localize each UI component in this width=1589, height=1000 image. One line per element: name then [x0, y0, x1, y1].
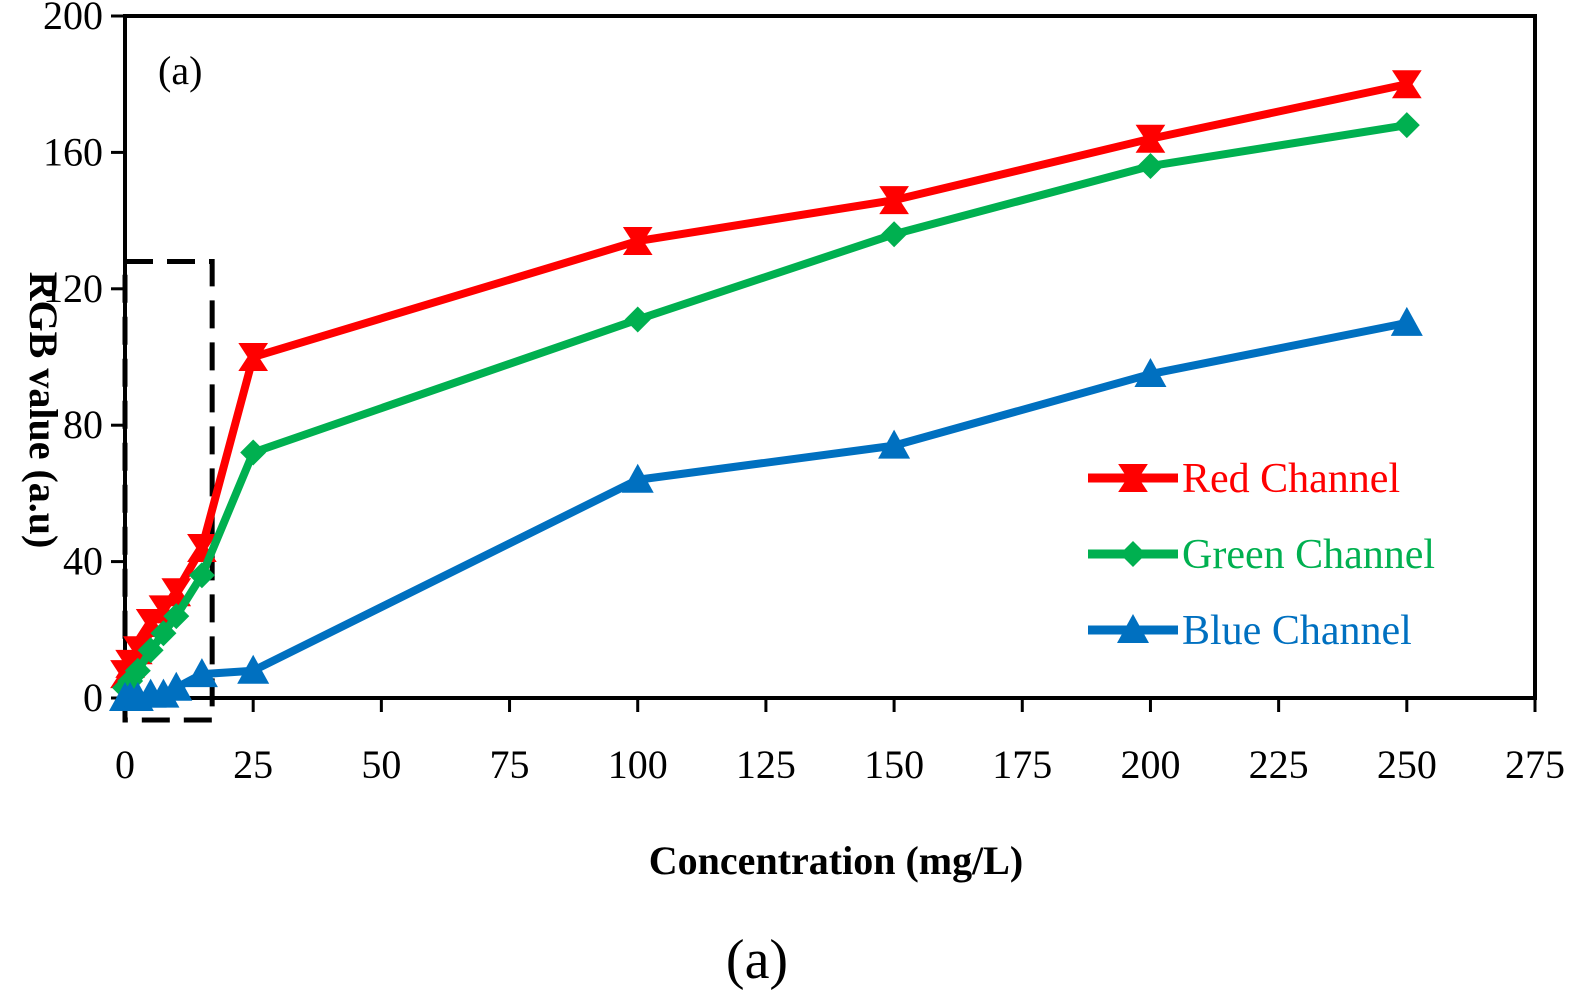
- data-point: [881, 221, 908, 248]
- x-tick-label: 275: [1505, 742, 1565, 787]
- x-tick-label: 200: [1120, 742, 1180, 787]
- plot-border: [123, 14, 1537, 700]
- x-tick-label: 50: [361, 742, 401, 787]
- x-tick-label: 125: [736, 742, 796, 787]
- legend-swatch-marker: [1118, 464, 1148, 492]
- legend-swatch-marker: [1120, 541, 1146, 567]
- data-point: [1134, 358, 1167, 388]
- data-point: [1135, 124, 1166, 153]
- figure-caption: (a): [726, 929, 788, 991]
- y-tick-label: 200: [43, 0, 103, 38]
- highlight-box-rect: [122, 259, 215, 723]
- data-point: [137, 637, 164, 664]
- series-line: [121, 80, 1408, 676]
- x-tick-label: 250: [1377, 742, 1437, 787]
- data-point: [1393, 112, 1420, 139]
- y-tick-label: 120: [43, 266, 103, 311]
- legend: Red Channel Green Channel Blue Channel: [1088, 456, 1435, 654]
- y-tick-label: 80: [63, 402, 103, 447]
- data-point: [163, 603, 190, 630]
- series-red-channel: [110, 70, 1422, 689]
- data-point: [1390, 306, 1423, 336]
- x-tick-label: 100: [608, 742, 668, 787]
- data-point: [879, 186, 909, 215]
- legend-label: Green Channel: [1182, 532, 1435, 578]
- y-axis-title: RGB value (a.u): [21, 272, 66, 549]
- data-point: [185, 658, 218, 688]
- plot-frame: [123, 14, 1537, 700]
- x-axis-title: Concentration (mg/L): [649, 838, 1023, 883]
- series-layer: [109, 70, 1423, 711]
- legend-label: Red Channel: [1182, 456, 1400, 502]
- data-point: [624, 306, 651, 333]
- legend-label: Blue Channel: [1182, 608, 1412, 654]
- data-point: [124, 657, 151, 684]
- data-point: [622, 227, 653, 256]
- series-blue-channel: [109, 306, 1423, 711]
- data-point: [240, 439, 267, 466]
- x-tick-label: 150: [864, 742, 924, 787]
- data-point: [878, 429, 911, 459]
- legend-swatch-marker: [1117, 614, 1149, 643]
- data-point: [238, 343, 269, 371]
- data-point: [237, 654, 270, 684]
- series-line: [121, 121, 1408, 691]
- y-tick-label: 0: [83, 675, 103, 720]
- data-point: [621, 463, 654, 493]
- legend-item: Red Channel: [1088, 456, 1400, 502]
- legend-item: Blue Channel: [1088, 608, 1412, 654]
- x-tick-label: 75: [490, 742, 530, 787]
- highlight-box: [122, 259, 215, 723]
- data-point: [150, 620, 177, 647]
- y-tick-label: 40: [63, 539, 103, 584]
- data-point: [160, 671, 193, 701]
- data-point: [1391, 70, 1422, 99]
- x-axis: 0 25 50 75 100 125 150 175 200 225 250 275: [115, 698, 1565, 787]
- legend-item: Green Channel: [1088, 532, 1435, 578]
- y-tick-label: 160: [43, 129, 103, 174]
- data-point: [1137, 153, 1164, 180]
- data-point: [188, 562, 215, 589]
- x-tick-label: 175: [992, 742, 1052, 787]
- x-tick-label: 225: [1249, 742, 1309, 787]
- x-tick-label: 25: [233, 742, 273, 787]
- panel-label: (a): [158, 48, 202, 93]
- x-tick-label: 0: [115, 742, 135, 787]
